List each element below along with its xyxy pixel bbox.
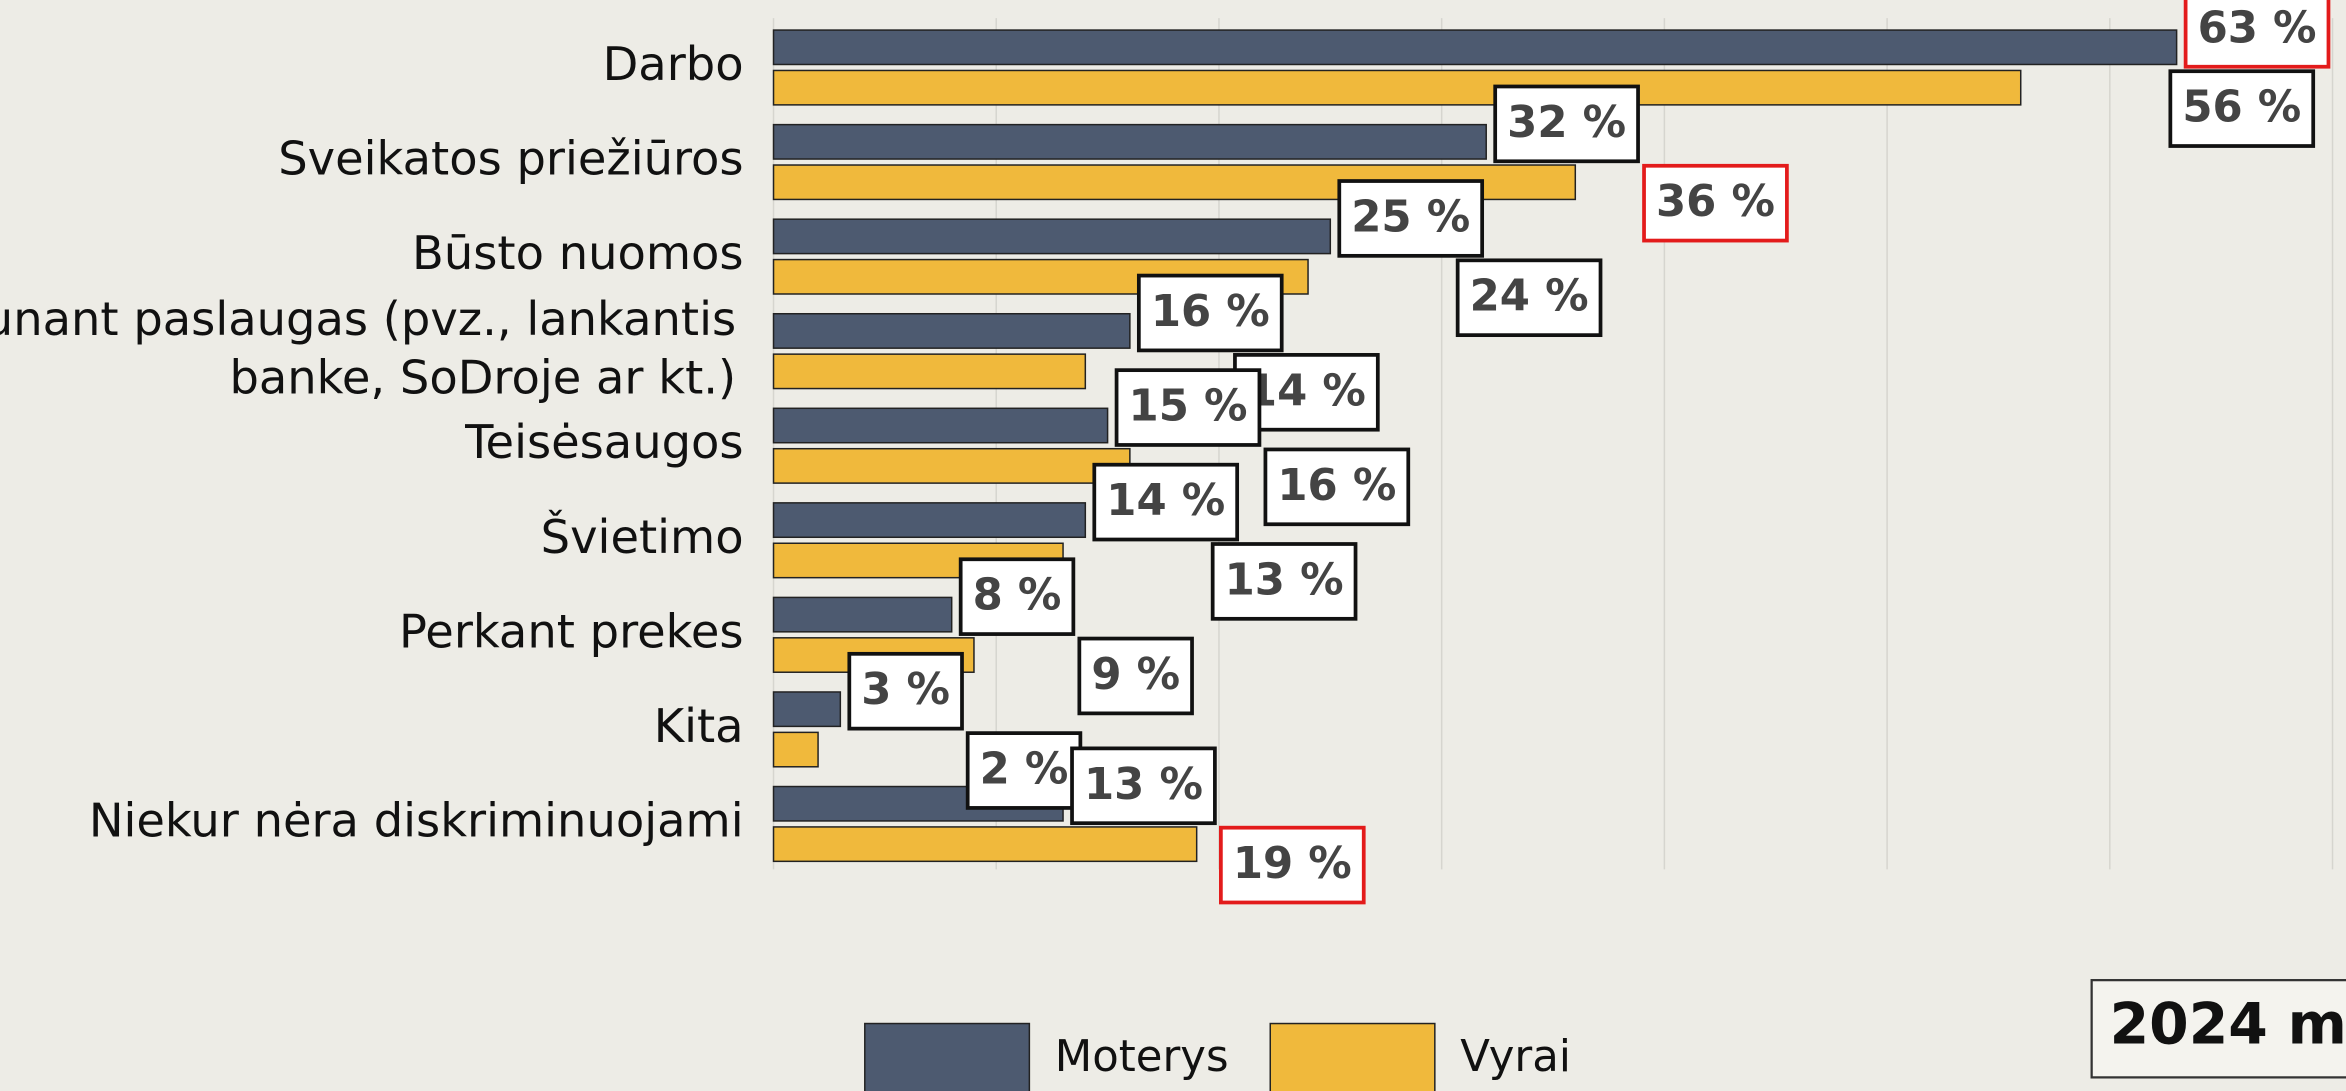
value-label: 15 % <box>1114 368 1262 447</box>
labels: Darbo 63 % 56 % Sveikatos priežiūros 32 % 36 … <box>0 0 2331 905</box>
value-label-text: 2 % <box>980 745 1069 795</box>
bar <box>772 447 1131 484</box>
value-label-box <box>1210 542 1358 621</box>
value-label-box <box>1092 462 1240 542</box>
legend-swatch <box>1269 1022 1436 1091</box>
value-label: 3 % <box>847 651 964 731</box>
value-label: 8 % <box>958 557 1076 636</box>
value-label-text: 24 % <box>1470 272 1589 322</box>
bar <box>772 731 819 768</box>
bar <box>772 353 1087 390</box>
value-label-box <box>2168 69 2316 148</box>
value-label-box <box>2183 0 2331 69</box>
value-label-text: 56 % <box>2182 83 2301 133</box>
value-label-box <box>1455 258 1603 338</box>
value-label-text: 13 % <box>1225 555 1344 605</box>
value-label-box <box>1493 84 1640 164</box>
value-label-text: 3 % <box>861 665 950 715</box>
category-label: Darbo <box>603 37 744 91</box>
bar <box>772 69 2022 106</box>
annotation-box <box>2090 979 2346 1079</box>
value-label-text: 9 % <box>1091 650 1180 700</box>
category-label: Teisėsaugos <box>464 415 744 469</box>
bar <box>772 407 1109 444</box>
category-label: Perkant prekes <box>399 604 744 658</box>
value-label-text: 25 % <box>1351 192 1470 242</box>
value-label-box <box>1070 746 1217 826</box>
category-label: Gaunant paslaugas (pvz., lankantis banke,… <box>0 291 736 403</box>
value-label-text: 15 % <box>1129 382 1248 432</box>
value-label: 24 % <box>1455 258 1603 338</box>
value-label-text: 36 % <box>1656 177 1775 227</box>
value-label-text: 14 % <box>1247 366 1366 416</box>
value-label-box <box>1114 368 1262 447</box>
value-label: 16 % <box>1136 273 1284 353</box>
value-label-text: 16 % <box>1151 287 1270 337</box>
value-label-text: 8 % <box>973 571 1062 621</box>
category-label: Kita <box>654 699 744 753</box>
value-label: 16 % <box>1263 447 1411 527</box>
value-label-text: 13 % <box>1084 760 1203 810</box>
value-label: 13 % <box>1070 746 1217 826</box>
value-label-box <box>1337 179 1485 258</box>
annotation: 2024 m <box>2110 992 2346 1058</box>
legend-swatch <box>864 1022 1031 1091</box>
value-label: 56 % <box>2168 69 2316 148</box>
bar <box>772 502 1087 539</box>
bar <box>772 596 953 633</box>
value-label: 63 % <box>2183 0 2331 69</box>
value-label: 9 % <box>1077 636 1194 716</box>
value-label: 19 % <box>1219 825 1366 905</box>
value-label: 25 % <box>1337 179 1485 258</box>
category-label: Švietimo <box>541 509 744 564</box>
value-label: 13 % <box>1210 542 1358 621</box>
bar <box>772 123 1487 160</box>
value-label: 36 % <box>1642 163 1789 243</box>
value-label-box <box>847 651 964 731</box>
category-label: Sveikatos priežiūros <box>278 132 743 186</box>
value-label-box <box>1642 163 1789 243</box>
value-label-box <box>958 557 1076 636</box>
legend-label: Moterys <box>1055 1032 1229 1082</box>
value-label: 32 % <box>1493 84 1640 164</box>
value-label-text: 19 % <box>1233 839 1352 889</box>
value-label-box <box>1136 273 1284 353</box>
value-label: 14 % <box>1092 462 1240 542</box>
value-label-box <box>965 731 1083 810</box>
category-label: Būsto nuomos <box>412 226 744 280</box>
bar <box>772 29 2178 66</box>
category-label: Niekur nėra diskriminuojami <box>89 793 744 847</box>
value-label-text: 16 % <box>1277 461 1396 511</box>
legend-label: Vyrai <box>1460 1032 1571 1082</box>
value-label-text: 63 % <box>2198 3 2317 53</box>
value-label-box <box>1263 447 1411 527</box>
value-label-box <box>1077 636 1194 716</box>
bar <box>772 218 1332 255</box>
value-label-text: 32 % <box>1507 98 1626 148</box>
value-label-text: 14 % <box>1106 476 1225 526</box>
bar <box>772 691 842 728</box>
bar <box>772 312 1131 349</box>
bar <box>772 826 1198 863</box>
bars <box>772 29 2178 863</box>
value-label-box <box>1219 825 1366 905</box>
value-label: 2 % <box>965 731 1083 810</box>
